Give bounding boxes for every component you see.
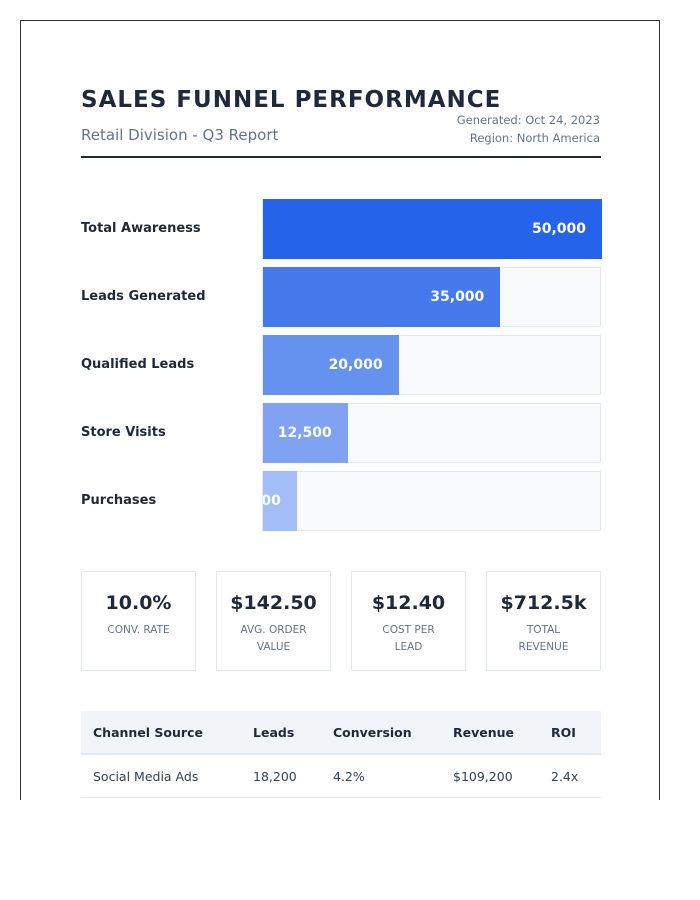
stage-label: Store Visits [81,425,166,440]
bar-value-label: 20,000 [328,357,383,373]
header-rule [81,156,601,158]
region: Region: North America [469,131,600,145]
bar-value-label: 50,000 [531,221,586,237]
funnel-bar: 50,000 [263,199,602,259]
generated-date: Generated: Oct 24, 2023 [456,113,600,127]
column-header: ROI [539,711,601,755]
stage-label: Qualified Leads [81,357,195,372]
bar-track: 50,000 [262,199,602,259]
column-header: Conversion [321,711,441,755]
bar-track: 12,500 [262,403,601,463]
bar-track: 20,000 [262,335,601,395]
channel-table: Channel Source Leads Conversion Revenue ROI S… [81,711,601,798]
column-header: Revenue [441,711,539,755]
table-cell: $109,200 [441,754,539,798]
kpi-value: $12.40 [371,592,446,614]
funnel-bar: 35,000 [263,267,501,327]
bar-value-label: 35,000 [430,289,485,305]
table-cell: Social Media Ads [81,754,241,798]
bar-value-label: 5,000 [263,493,281,509]
kpi-label: CONV. RATE [107,624,170,636]
kpi-label: COST PER LEAD [382,624,435,653]
funnel-bar: 5,000 [263,471,297,531]
report-page: SALES FUNNEL PERFORMANCE Retail Division… [20,20,660,800]
kpi-label: AVG. ORDER VALUE [240,624,307,653]
bar-track: 5,000 [262,471,601,531]
table-cell: 18,200 [241,754,321,798]
kpi-value: $712.5k [500,592,587,614]
table-row: Social Media Ads 18,200 4.2% $109,200 2.4x [81,754,601,798]
column-header: Channel Source [81,711,241,755]
stage-label: Total Awareness [81,221,201,236]
table-header: Channel Source Leads Conversion Revenue ROI [81,711,601,755]
funnel-bar: 12,500 [263,403,348,463]
stage-label: Purchases [81,493,157,508]
bar-track: 35,000 [262,267,601,327]
report-title: SALES FUNNEL PERFORMANCE [81,87,502,113]
report-subtitle: Retail Division - Q3 Report [81,126,279,144]
column-header: Leads [241,711,321,755]
kpi-card: $712.5k TOTAL REVENUE [486,571,601,671]
stage-label: Leads Generated [81,289,206,304]
table-cell: 2.4x [539,754,601,798]
table-cell: 4.2% [321,754,441,798]
kpi-value: $142.50 [230,592,317,614]
kpi-card: $12.40 COST PER LEAD [351,571,466,671]
kpi-value: 10.0% [105,592,172,614]
bar-value-label: 12,500 [277,425,332,441]
kpi-card: $142.50 AVG. ORDER VALUE [216,571,331,671]
kpi-label: TOTAL REVENUE [518,624,569,653]
funnel-bar: 20,000 [263,335,399,395]
kpi-card: 10.0% CONV. RATE [81,571,196,671]
